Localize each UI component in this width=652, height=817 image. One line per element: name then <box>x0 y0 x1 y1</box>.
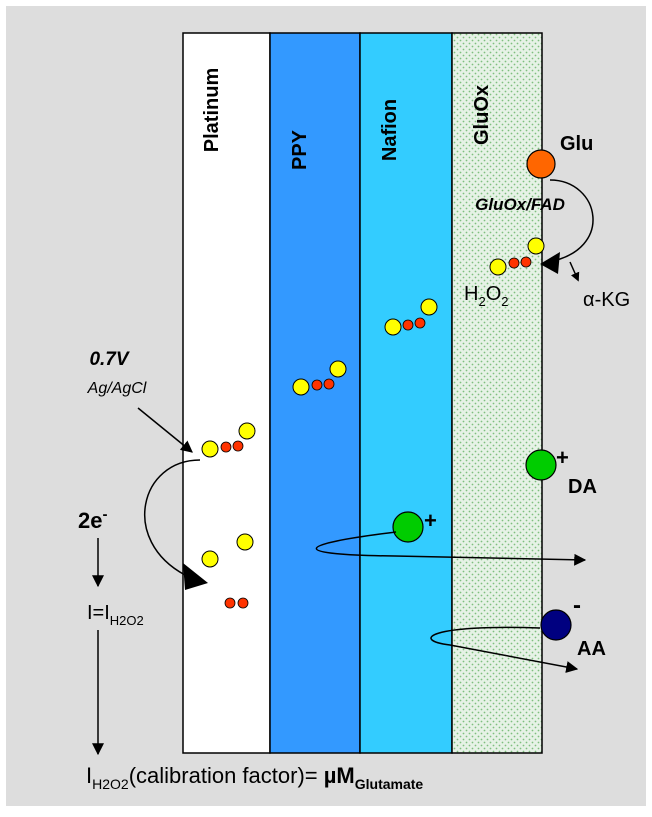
cation-plus-sign: + <box>424 508 437 533</box>
gluox-label: GluOx <box>471 85 493 145</box>
h2o2-molecule-platinum <box>201 422 256 458</box>
oxygen-product-2 <box>201 550 219 568</box>
calibration-formula: IH2O2(calibration factor)= µMGlutamate <box>86 763 423 792</box>
akg-arrow <box>569 261 580 282</box>
dopamine-label: DA <box>568 476 597 498</box>
oxygen-product-1 <box>236 533 254 551</box>
h2o2-molecule-gluox <box>489 237 545 276</box>
oxidation-arrowhead <box>183 563 208 590</box>
glu-label: Glu <box>560 133 593 155</box>
platinum-label: Platinum <box>201 68 223 152</box>
h2o2-molecule-nafion <box>384 298 438 336</box>
h2o2-molecule-ppy <box>292 360 347 396</box>
oxidation-curve-arrow <box>144 459 201 576</box>
voltage-pointer-arrow <box>137 407 193 453</box>
nafion-layer <box>359 32 453 754</box>
akg-label: α-KG <box>583 289 630 311</box>
proton-product-2 <box>237 597 249 609</box>
dopamine-molecule <box>525 449 557 481</box>
reference-electrode-label: Ag/AgCl <box>87 380 147 397</box>
platinum-layer <box>182 32 271 754</box>
enzyme-reaction-arrow <box>547 179 594 263</box>
enzyme-arrowhead <box>540 252 560 274</box>
ascorbic-acid-minus-sign: - <box>573 592 581 619</box>
h2o2-label: H2O2 <box>464 283 508 309</box>
gluox-fad-label: GluOx/FAD <box>475 195 565 214</box>
ascorbic-acid-label: AA <box>577 638 606 660</box>
cation-nafion <box>392 511 424 543</box>
anion-repel-path <box>430 626 579 673</box>
gluox-layer <box>451 32 543 754</box>
voltage-label: 0.7V <box>89 349 129 370</box>
current-label: I=IH2O2 <box>87 602 144 628</box>
electrons-label: 2e- <box>78 506 107 533</box>
proton-product-1 <box>224 597 236 609</box>
glu-molecule <box>526 149 556 179</box>
nafion-label: Nafion <box>379 99 401 161</box>
dopamine-plus-sign: + <box>556 445 569 470</box>
cation-repel-path <box>315 531 587 566</box>
ppy-layer <box>269 32 361 754</box>
ppy-label: PPY <box>289 129 311 170</box>
ascorbic-acid-molecule <box>540 609 572 641</box>
